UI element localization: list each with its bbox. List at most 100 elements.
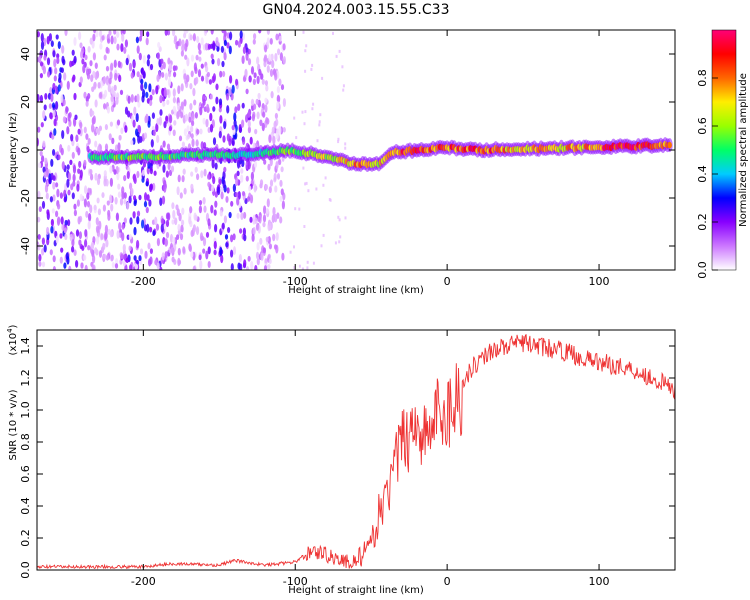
noise-speck <box>230 249 234 258</box>
noise-speck <box>254 128 258 135</box>
noise-speck <box>106 200 110 206</box>
noise-speck <box>198 199 203 206</box>
noise-speck <box>71 246 75 253</box>
noise-speck <box>211 58 215 65</box>
noise-speck <box>88 212 92 222</box>
noise-speck <box>268 222 272 231</box>
noise-speck <box>66 126 70 135</box>
noise-speck <box>233 112 237 122</box>
noise-speck <box>190 183 194 191</box>
noise-speck <box>291 156 294 159</box>
noise-speck <box>50 40 54 47</box>
noise-speck <box>144 250 148 259</box>
noise-speck <box>181 39 185 48</box>
noise-speck <box>318 120 321 124</box>
noise-speck <box>69 60 73 68</box>
noise-speck <box>191 120 195 127</box>
noise-speck <box>262 111 266 118</box>
noise-speck <box>176 111 180 120</box>
noise-speck <box>70 183 74 191</box>
noise-speck <box>109 177 113 187</box>
noise-speck <box>238 253 242 263</box>
noise-speck <box>119 198 124 206</box>
noise-speck <box>245 114 249 123</box>
noise-speck <box>85 133 89 140</box>
noise-speck <box>145 181 149 187</box>
noise-speck <box>181 219 185 226</box>
noise-speck <box>184 113 188 122</box>
noise-speck <box>42 140 46 148</box>
noise-speck <box>180 50 184 57</box>
noise-speck <box>263 265 268 270</box>
noise-speck <box>93 204 97 211</box>
noise-speck <box>125 257 129 264</box>
colorbar-tick-label: 0.6 <box>696 117 709 135</box>
noise-speck <box>168 169 173 177</box>
noise-speck <box>123 217 127 224</box>
noise-speck <box>274 112 278 119</box>
noise-speck <box>135 36 139 44</box>
noise-speck <box>232 233 236 241</box>
noise-speck <box>103 253 107 260</box>
noise-speck <box>255 251 260 260</box>
noise-speck <box>276 101 280 109</box>
noise-speck <box>258 30 262 34</box>
noise-speck <box>136 45 140 54</box>
noise-speck <box>221 30 225 34</box>
noise-speck <box>184 54 188 60</box>
noise-speck <box>256 258 260 266</box>
noise-speck <box>188 116 192 123</box>
noise-speck <box>40 33 44 42</box>
noise-speck <box>159 197 163 206</box>
noise-speck <box>166 143 171 150</box>
noise-speck <box>164 238 168 247</box>
noise-speck <box>282 127 286 133</box>
noise-speck <box>44 92 48 100</box>
noise-speck <box>223 120 227 130</box>
noise-speck <box>134 263 139 270</box>
spectrogram-noise <box>37 30 347 270</box>
noise-speck <box>293 245 295 249</box>
noise-speck <box>77 147 81 156</box>
noise-speck <box>120 43 124 53</box>
noise-speck <box>165 115 169 122</box>
noise-speck <box>52 175 56 181</box>
noise-speck <box>37 243 41 251</box>
noise-speck <box>143 132 148 139</box>
noise-speck <box>41 237 46 245</box>
noise-speck <box>170 246 174 254</box>
noise-speck <box>268 243 272 250</box>
noise-speck <box>61 223 65 232</box>
noise-speck <box>50 93 54 103</box>
y-tick-label: 0 <box>19 147 32 154</box>
noise-speck <box>79 169 83 179</box>
noise-speck <box>81 245 85 251</box>
noise-speck <box>38 260 42 267</box>
noise-speck <box>195 226 200 236</box>
snr-y-ticks: 0.0 0.2 0.4 0.6 0.8 1.0 1.2 1.4 <box>19 337 675 579</box>
noise-speck <box>205 118 209 128</box>
noise-speck <box>207 218 211 227</box>
noise-speck <box>228 87 232 96</box>
noise-speck <box>41 155 45 163</box>
noise-speck <box>265 236 269 243</box>
noise-speck <box>94 172 98 181</box>
noise-speck <box>223 52 227 61</box>
noise-speck <box>104 143 109 152</box>
noise-speck <box>123 46 127 54</box>
noise-speck <box>294 207 297 211</box>
x-tick-label: 100 <box>589 275 610 288</box>
noise-speck <box>247 111 251 118</box>
noise-speck <box>62 99 66 106</box>
noise-speck <box>254 264 258 270</box>
noise-speck <box>211 159 215 169</box>
noise-speck <box>208 79 212 85</box>
noise-speck <box>307 189 310 193</box>
noise-speck <box>151 88 155 96</box>
noise-speck <box>56 56 60 65</box>
noise-speck <box>39 94 44 103</box>
noise-speck <box>207 173 211 180</box>
noise-speck <box>160 223 164 233</box>
noise-speck <box>81 58 85 65</box>
